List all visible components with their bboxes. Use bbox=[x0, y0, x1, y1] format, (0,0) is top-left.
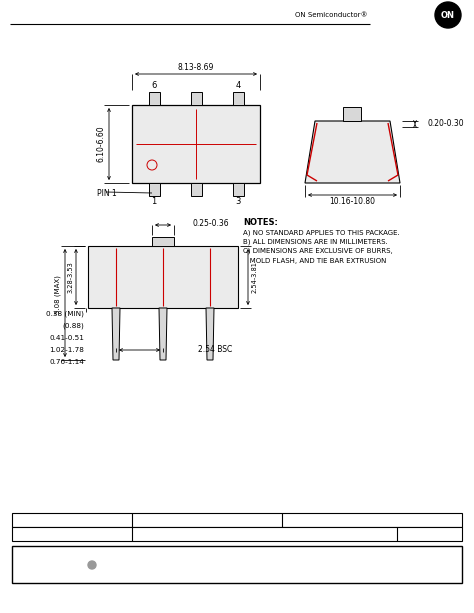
Text: (0.88): (0.88) bbox=[62, 323, 84, 329]
Polygon shape bbox=[159, 308, 167, 360]
Bar bbox=[191, 183, 202, 196]
Text: 1.02-1.78: 1.02-1.78 bbox=[49, 347, 84, 353]
Text: 0.25-0.36: 0.25-0.36 bbox=[193, 219, 229, 229]
Text: MOLD FLASH, AND TIE BAR EXTRUSION: MOLD FLASH, AND TIE BAR EXTRUSION bbox=[243, 257, 386, 264]
Text: 10.16-10.80: 10.16-10.80 bbox=[329, 197, 375, 207]
Bar bbox=[132, 105, 260, 183]
Text: 0.41-0.51: 0.41-0.51 bbox=[49, 335, 84, 341]
Text: 0.20-0.30: 0.20-0.30 bbox=[428, 120, 465, 129]
Circle shape bbox=[88, 561, 96, 569]
Bar bbox=[12, 546, 462, 583]
Bar bbox=[88, 246, 238, 308]
Text: 6.10-6.60: 6.10-6.60 bbox=[97, 126, 106, 162]
Text: 3.28-3.53: 3.28-3.53 bbox=[68, 261, 74, 293]
Circle shape bbox=[435, 2, 461, 28]
Polygon shape bbox=[206, 308, 214, 360]
Bar bbox=[12, 513, 462, 527]
Bar bbox=[12, 527, 462, 541]
Text: 1: 1 bbox=[151, 197, 156, 207]
Text: B) ALL DIMENSIONS ARE IN MILLIMETERS.: B) ALL DIMENSIONS ARE IN MILLIMETERS. bbox=[243, 238, 388, 245]
Bar bbox=[233, 92, 244, 105]
Bar bbox=[152, 237, 174, 246]
Text: 5.08 (MAX): 5.08 (MAX) bbox=[55, 276, 61, 314]
Text: C) DIMENSIONS ARE EXCLUSIVE OF BURRS,: C) DIMENSIONS ARE EXCLUSIVE OF BURRS, bbox=[243, 248, 393, 254]
Text: 2.54-3.81: 2.54-3.81 bbox=[252, 261, 258, 293]
Bar bbox=[149, 183, 160, 196]
Text: ON Semiconductor®: ON Semiconductor® bbox=[295, 12, 368, 18]
Text: 2.54 BSC: 2.54 BSC bbox=[198, 346, 232, 354]
Text: 0.38 (MIN): 0.38 (MIN) bbox=[46, 311, 84, 318]
Bar bbox=[149, 92, 160, 105]
Text: NOTES:: NOTES: bbox=[243, 218, 278, 227]
Polygon shape bbox=[112, 308, 120, 360]
Text: 6: 6 bbox=[151, 82, 157, 91]
Text: ON: ON bbox=[441, 10, 455, 20]
Text: 4: 4 bbox=[236, 82, 241, 91]
Polygon shape bbox=[305, 121, 400, 183]
Text: PIN 1: PIN 1 bbox=[97, 189, 117, 197]
Text: A) NO STANDARD APPLIES TO THIS PACKAGE.: A) NO STANDARD APPLIES TO THIS PACKAGE. bbox=[243, 229, 400, 235]
Bar bbox=[343, 107, 361, 121]
Text: 0.76-1.14: 0.76-1.14 bbox=[49, 359, 84, 365]
Bar bbox=[191, 92, 202, 105]
Bar bbox=[233, 183, 244, 196]
Text: 3: 3 bbox=[235, 197, 241, 207]
Text: 8.13-8.69: 8.13-8.69 bbox=[178, 63, 214, 72]
